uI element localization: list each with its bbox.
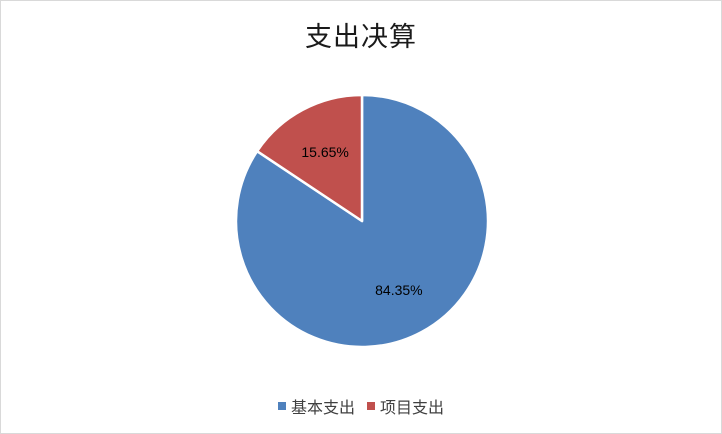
chart-title: 支出决算 [305, 22, 417, 53]
pie-slice-basic [234, 93, 490, 349]
legend-label-basic: 基本支出 [290, 398, 355, 417]
pie-slice-project [255, 93, 364, 223]
legend-item-project: 项目支出 [367, 394, 444, 418]
legend: 基本支出 项目支出 [1, 394, 721, 418]
legend-swatch-basic [277, 402, 286, 410]
legend-item-basic: 基本支出 [277, 394, 355, 418]
data-label-project: 15.65% [301, 144, 348, 160]
legend-swatch-project [367, 402, 375, 410]
data-label-basic: 84.35% [375, 282, 422, 298]
legend-label-project: 项目支出 [380, 398, 445, 417]
